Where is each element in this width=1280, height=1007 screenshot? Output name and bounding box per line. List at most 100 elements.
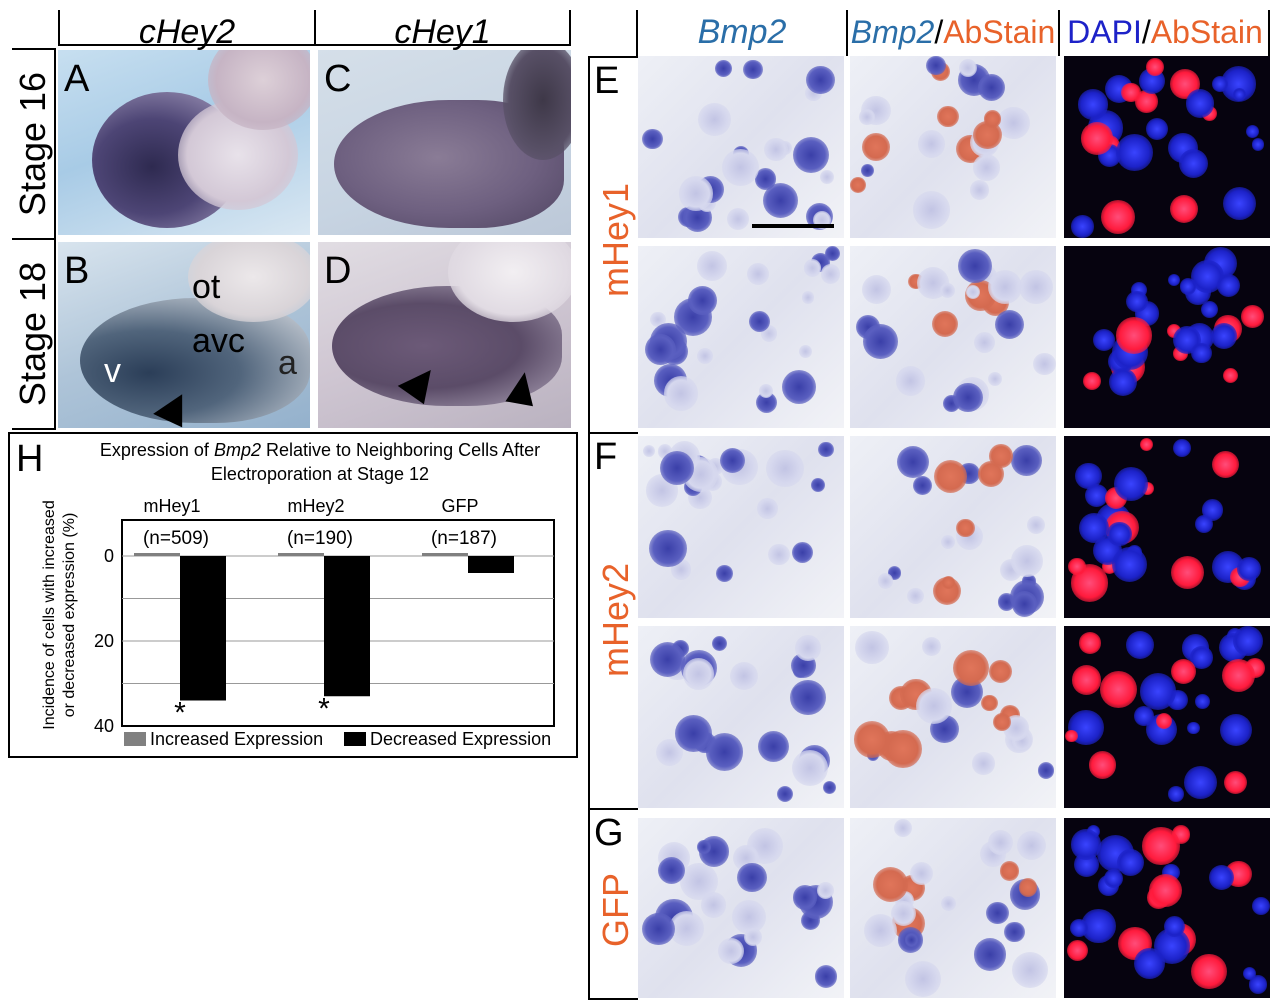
cell [711,635,727,651]
cell [992,712,1011,731]
cell [814,964,838,988]
header-dapi-text: DAPI [1067,14,1142,50]
column-header-chey1: cHey1 [394,13,491,51]
cell [987,269,1023,305]
cell [913,476,933,496]
panel-a-image: A [58,50,310,235]
cell [795,635,821,661]
nucleus [1116,133,1154,171]
cell [932,311,959,338]
cell [718,938,744,964]
merged-micrograph [850,818,1056,998]
cell [791,749,828,786]
nucleus [1248,975,1268,994]
cell [726,208,749,230]
cell [696,251,727,282]
cell [824,246,840,262]
cell [909,862,933,886]
merged-micrograph [850,436,1056,618]
cell [642,129,663,150]
cell [983,109,1002,128]
y-tick-label: 40 [94,716,114,736]
panel-letter-d: D [324,250,352,292]
header-bmp2-text: Bmp2 [850,14,935,50]
cell [791,541,814,564]
nucleus [1211,75,1229,93]
header-divider [1058,10,1060,56]
cell [792,136,830,174]
nucleus [1163,916,1186,938]
nucleus [1092,328,1115,352]
nucleus [1108,367,1137,396]
cell [953,649,990,686]
cell [811,477,825,492]
cell [792,885,818,911]
cell [822,781,836,795]
cell [942,576,956,590]
panel-letter-c: C [324,58,352,100]
cell [940,534,955,550]
cell [806,65,835,95]
in-situ-micrograph [638,818,844,998]
cell [937,105,959,128]
cell [649,641,686,677]
y-tick-label: 0 [104,546,114,566]
cell [1037,762,1054,779]
category-label: GFP [441,496,478,516]
nucleus [1068,558,1086,576]
nucleus [1167,273,1180,287]
nucleus [1066,939,1089,961]
merged-micrograph [850,56,1056,238]
nucleus [1251,138,1265,152]
cell [987,372,1002,387]
cell [766,449,804,488]
cell [972,752,995,775]
row-divider [588,56,638,58]
header-underline [58,44,571,46]
cell [921,637,942,657]
cell [895,365,926,396]
legend-label-increased: Increased Expression [150,729,323,749]
cell [696,348,713,364]
nucleus [1070,918,1089,938]
nucleus [1100,200,1135,235]
nucleus [1078,512,1110,544]
cell [1011,445,1042,477]
nucleus [1111,546,1147,582]
panel-c-image: C [318,50,571,235]
cell [748,310,770,332]
cell [959,59,978,78]
chart-title-line2: Electroporation at Stage 12 [210,464,430,484]
nucleus [1113,467,1148,502]
decreased-bar [468,556,514,573]
nucleus [1241,304,1264,328]
nucleus [1167,786,1184,802]
row-label-stage16: Stage 16 [12,71,53,217]
n-label: (n=509) [143,528,209,549]
nucleus [1117,848,1145,876]
arrowhead-icon [505,369,539,407]
cell [1012,952,1049,989]
legend-swatch-decreased [344,732,366,746]
nucleus [1190,646,1213,669]
cell [897,446,930,479]
cell [762,182,799,219]
cell [859,109,875,125]
nucleus [1232,626,1263,657]
nucleus [1178,149,1208,179]
column-header-bmp2: Bmp2 [638,12,846,52]
cell [801,291,815,305]
nucleus [1078,89,1109,120]
cell [974,332,996,354]
in-situ-micrograph [638,626,844,808]
nucleus [1185,89,1215,118]
row-bracket [54,48,56,430]
nucleus [1088,751,1117,779]
nucleus [1191,342,1213,364]
panel-letter-f: F [594,436,618,478]
cell [978,73,1006,101]
nucleus [1186,721,1200,735]
cell [777,785,794,803]
nucleus [1080,122,1114,155]
cell [658,857,686,885]
